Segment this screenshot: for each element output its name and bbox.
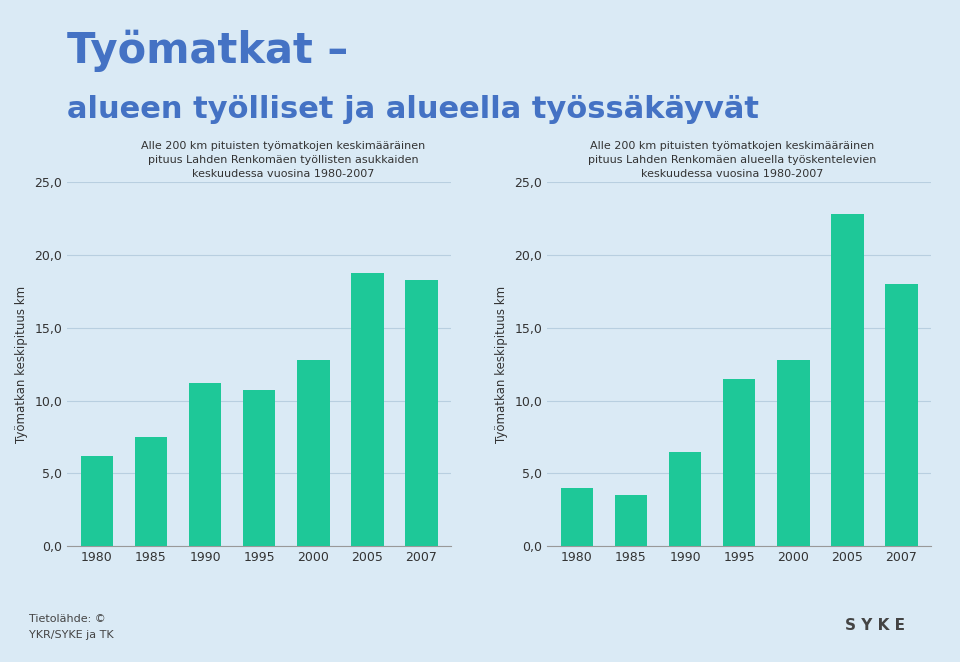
Bar [81, 456, 113, 546]
Text: Alle 200 km pituisten työmatkojen keskimääräinen
pituus Lahden Renkomäen työllis: Alle 200 km pituisten työmatkojen keskim… [141, 141, 425, 179]
Bar [134, 437, 167, 546]
Text: Tietolähde: ©: Tietolähde: © [29, 614, 106, 624]
Text: S Y K E: S Y K E [845, 618, 904, 633]
Bar [351, 273, 384, 546]
Bar [831, 214, 864, 546]
Bar [669, 451, 702, 546]
Text: Työmatkat –: Työmatkat – [67, 30, 348, 72]
Bar [405, 280, 438, 546]
Text: YKR/SYKE ja TK: YKR/SYKE ja TK [29, 630, 113, 640]
Bar [243, 391, 276, 546]
Bar [561, 488, 593, 546]
Y-axis label: Työmatkan keskipituus km: Työmatkan keskipituus km [494, 286, 508, 443]
Text: alueen työlliset ja alueella työssäkäyvät: alueen työlliset ja alueella työssäkäyvä… [67, 95, 759, 124]
Y-axis label: Työmatkan keskipituus km: Työmatkan keskipituus km [14, 286, 28, 443]
Bar [297, 360, 329, 546]
Text: Alle 200 km pituisten työmatkojen keskimääräinen
pituus Lahden Renkomäen alueell: Alle 200 km pituisten työmatkojen keskim… [588, 141, 876, 179]
Bar [885, 284, 918, 546]
Bar [777, 360, 809, 546]
Bar [723, 379, 756, 546]
Bar [614, 495, 647, 546]
Bar [189, 383, 222, 546]
